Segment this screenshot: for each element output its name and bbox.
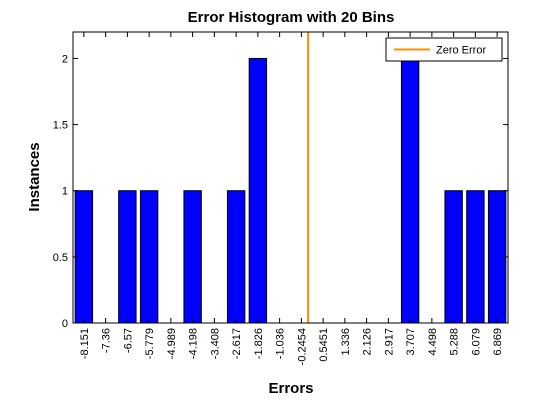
histogram-bar bbox=[183, 190, 202, 324]
x-tick-label: -7.36 bbox=[101, 328, 113, 353]
plot-area bbox=[73, 32, 508, 323]
legend-box bbox=[385, 37, 503, 62]
axes-layer bbox=[72, 31, 509, 324]
chart-title: Error Histogram with 20 Bins bbox=[188, 9, 395, 26]
x-tick-label: -8.151 bbox=[79, 328, 91, 359]
x-tick-label: 5.288 bbox=[449, 328, 461, 356]
x-tick-label: -4.989 bbox=[166, 328, 178, 359]
legend: Zero Error bbox=[385, 37, 503, 62]
x-tick-label: -4.198 bbox=[188, 328, 200, 359]
x-tick-label: 6.869 bbox=[492, 328, 504, 356]
x-tick-label: -1.826 bbox=[253, 328, 265, 359]
x-tick-label: 0.5451 bbox=[318, 328, 330, 362]
y-tick-label: 2 bbox=[62, 53, 68, 65]
x-tick-label: 2.917 bbox=[383, 328, 395, 356]
x-tick-label: -6.57 bbox=[122, 328, 134, 353]
x-tick-label: 2.126 bbox=[362, 328, 374, 356]
x-tick-label: 6.079 bbox=[470, 328, 482, 356]
y-tick-label: 1.5 bbox=[53, 120, 68, 132]
x-axis-label: Errors bbox=[268, 380, 313, 397]
y-tick-label: 0 bbox=[62, 318, 68, 330]
x-tick-label: 1.336 bbox=[340, 328, 352, 356]
y-ticks-layer: 0 0.5 1 1.5 2 bbox=[53, 53, 508, 330]
bars-layer bbox=[74, 57, 507, 324]
histogram-bar bbox=[118, 190, 137, 324]
legend-label-zero-error: Zero Error bbox=[436, 45, 486, 57]
y-axis-label: Instances bbox=[26, 142, 43, 211]
histogram-bar bbox=[444, 190, 463, 324]
x-tick-label: 4.498 bbox=[427, 328, 439, 356]
x-tick-label: -2.617 bbox=[231, 328, 243, 359]
x-ticks-layer: -8.151 -7.36 -6.57 -5.779 -4.989 -4.198 -3.408… bbox=[79, 32, 504, 365]
histogram-bar bbox=[400, 57, 420, 324]
histogram-bar bbox=[139, 190, 159, 324]
x-tick-label: -0.2454 bbox=[296, 328, 308, 365]
axes-box bbox=[72, 31, 509, 324]
histogram-bar bbox=[466, 190, 485, 324]
histogram-bar bbox=[226, 190, 246, 324]
x-tick-label: -1.036 bbox=[275, 328, 287, 359]
x-tick-label: 3.707 bbox=[405, 328, 417, 356]
y-tick-label: 0.5 bbox=[53, 252, 68, 264]
histogram-bar bbox=[248, 57, 268, 324]
x-tick-label: -3.408 bbox=[209, 328, 221, 359]
x-tick-label: -5.779 bbox=[144, 328, 156, 359]
y-tick-label: 1 bbox=[62, 186, 68, 198]
